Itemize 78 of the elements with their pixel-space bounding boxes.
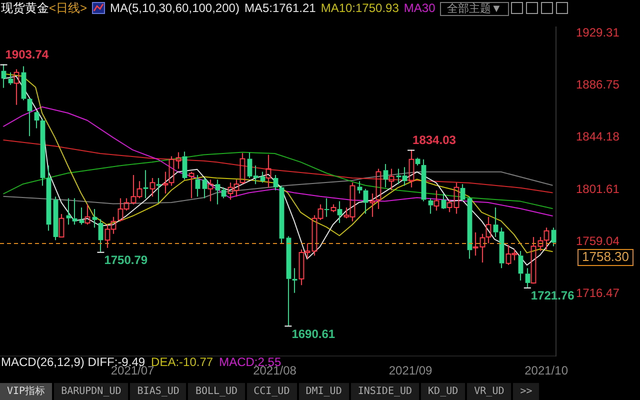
y-tick-label: 1801.61 [576,182,620,196]
candlestick [46,165,52,232]
candlestick [162,171,168,194]
candlestick [324,198,330,218]
candlestick [150,178,156,198]
candlestick [98,218,104,252]
annotation: 1690.61 [292,326,336,341]
candlestick [84,204,90,226]
candlestick [370,192,376,218]
candlestick [408,149,414,188]
candlestick [460,184,466,202]
candlestick [40,118,46,186]
candlestick [208,179,214,202]
annotation: 1750.79 [104,253,148,268]
text: MA10:1750.93 [320,0,399,16]
candlestick [266,154,272,188]
legend-title: MA(5,10,30,60,100,200) [110,0,240,16]
candlestick [21,66,26,101]
candlestick [525,268,530,288]
candlestick [182,151,188,180]
annotation: 1834.03 [412,133,456,148]
candlestick [446,199,452,213]
chart-subtitle: <日线> [49,0,88,16]
candlestick [357,180,362,194]
candlestick [472,232,478,256]
text: CCI_UD [246,383,297,400]
y-tick-label: 1886.75 [576,77,620,92]
candlestick [518,250,524,282]
text: BARUPDN_UD [54,383,128,400]
candlestick [240,152,246,185]
ref-line-label: 1758.30 [582,249,629,264]
annotation: 1903.74 [5,48,49,62]
candlestick [544,227,550,250]
candlestick [34,110,40,129]
text: VIP指标 [0,383,52,400]
text: INSIDE_UD [350,383,420,400]
text: BOLL_UD [188,383,245,400]
candlestick [363,188,368,214]
candlestick [53,196,58,241]
candlestick [337,200,342,224]
candlestick [92,208,98,228]
candlestick [434,190,440,212]
y-tick-label: 1929.31 [576,25,620,40]
x-tick-label: 2021/09 [388,363,433,378]
text: BIAS_UD [130,383,186,400]
text: >> [513,383,540,400]
y-tick-label: 1716.47 [576,286,620,300]
x-tick-label: 2021/10 [524,363,568,378]
candlestick [195,174,200,198]
candlestick [530,236,536,284]
candlestick [383,164,388,188]
candlestick [286,236,292,326]
text: VR_UD [467,383,512,400]
y-tick-label: 1844.18 [576,130,620,144]
text: 全部主题▼ [440,2,509,16]
candlestick [176,152,182,170]
candlestick [79,207,84,226]
text: MA5:1761.21 [244,0,316,16]
text: MA30 [404,0,436,16]
candlestick [273,174,278,191]
candlestick [188,171,194,199]
chart-title: 现货黄金 [1,0,49,16]
candlestick [551,227,556,247]
candlestick [14,68,20,106]
text: DMI_UD [298,383,349,400]
candlestick [428,198,434,214]
candlestick [376,168,382,210]
candlestick [279,185,284,244]
text: KD_UD [421,383,466,400]
candlestick [467,196,472,260]
annotation: 1721.76 [530,288,575,303]
candlestick [421,158,426,202]
candlestick [66,198,72,226]
candlestick [72,198,78,226]
y-tick-label: 1759.04 [576,234,620,248]
candlestick [388,168,394,191]
candlestick [202,178,208,199]
candlestick [454,182,460,214]
